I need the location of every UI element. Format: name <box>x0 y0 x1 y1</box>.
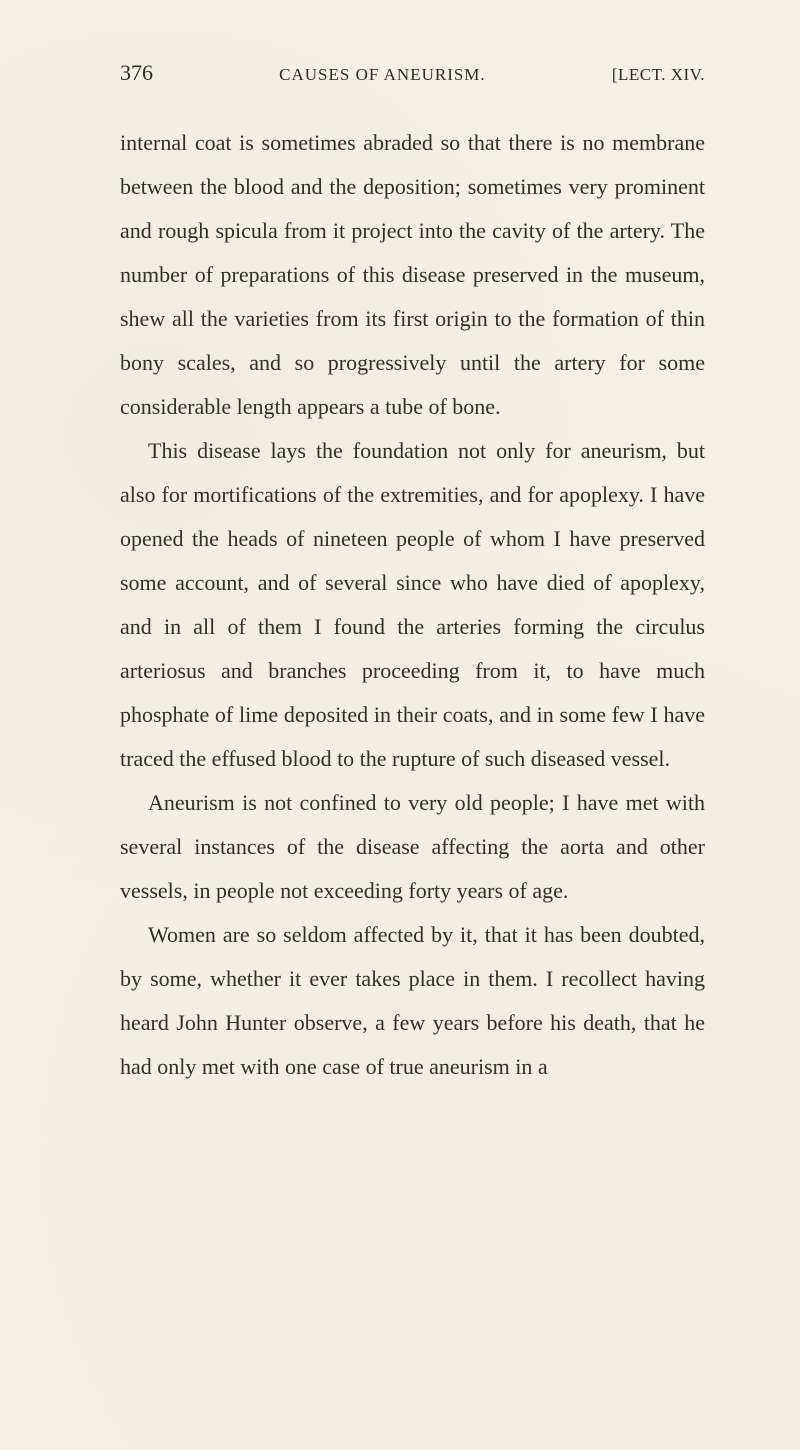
header-title: CAUSES OF ANEURISM. <box>279 65 486 85</box>
page-header: 376 CAUSES OF ANEURISM. [LECT. XIV. <box>120 60 705 86</box>
paragraph-3: Aneurism is not confined to very old peo… <box>120 781 705 913</box>
body-text: internal coat is sometimes abraded so th… <box>120 121 705 1089</box>
paragraph-4: Women are so seldom affected by it, that… <box>120 913 705 1089</box>
header-section: [LECT. XIV. <box>612 65 705 85</box>
page-number: 376 <box>120 60 153 86</box>
paragraph-2: This disease lays the foundation not onl… <box>120 429 705 781</box>
paragraph-1: internal coat is sometimes abraded so th… <box>120 121 705 429</box>
